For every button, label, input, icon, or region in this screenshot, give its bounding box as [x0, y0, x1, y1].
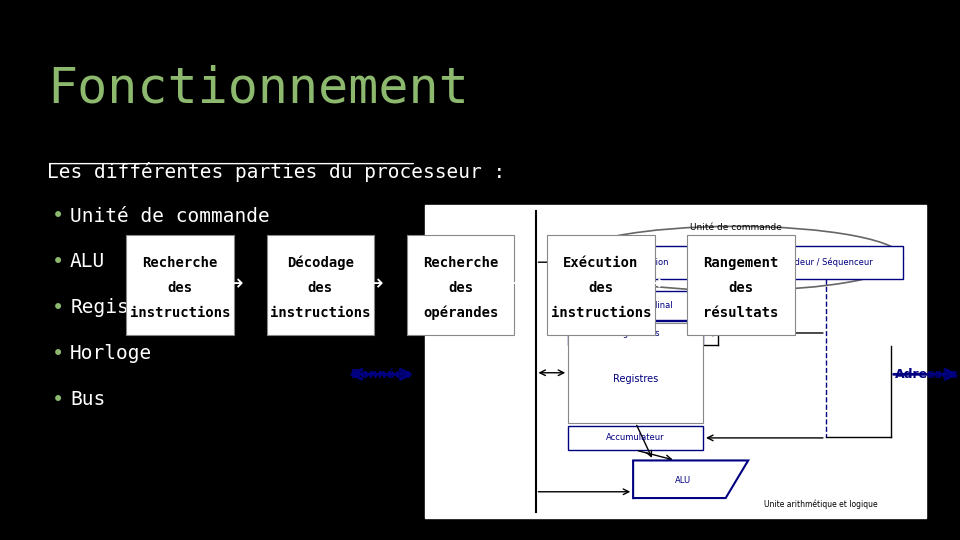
Text: Accumulateur: Accumulateur	[607, 434, 665, 442]
Text: instructions: instructions	[130, 306, 230, 320]
Text: Compteur ordinal: Compteur ordinal	[599, 301, 672, 310]
Text: Recherche: Recherche	[422, 256, 498, 270]
Text: Recherche: Recherche	[142, 256, 218, 270]
Text: instructions: instructions	[270, 306, 371, 320]
Text: →: →	[365, 274, 383, 295]
Text: Les différentes parties du processeur :: Les différentes parties du processeur :	[47, 162, 505, 182]
Text: Reg. Instruction: Reg. Instruction	[602, 258, 669, 267]
Text: Horloge: Horloge	[70, 344, 153, 363]
FancyBboxPatch shape	[127, 235, 234, 335]
Polygon shape	[634, 461, 748, 498]
Text: Unite arithmétique et logique: Unite arithmétique et logique	[764, 500, 877, 509]
Text: des: des	[167, 281, 193, 295]
Text: Registres: Registres	[70, 298, 176, 318]
FancyBboxPatch shape	[267, 235, 374, 335]
Text: →: →	[225, 274, 243, 295]
Text: ALU: ALU	[70, 252, 106, 272]
FancyBboxPatch shape	[568, 322, 703, 423]
Text: →: →	[645, 274, 664, 295]
Text: ALU: ALU	[675, 476, 691, 485]
Text: Adresses: Adresses	[895, 368, 958, 381]
Text: des: des	[729, 281, 754, 295]
Text: Rangement: Rangement	[704, 256, 779, 270]
Text: des: des	[588, 281, 613, 295]
Text: Décodage: Décodage	[287, 255, 354, 270]
FancyBboxPatch shape	[568, 246, 703, 279]
Text: des: des	[308, 281, 333, 295]
Text: instructions: instructions	[551, 306, 651, 320]
Text: Registres: Registres	[613, 374, 659, 384]
Text: •: •	[52, 252, 63, 272]
Ellipse shape	[568, 226, 903, 291]
Text: •: •	[52, 343, 63, 364]
FancyBboxPatch shape	[407, 235, 515, 335]
FancyBboxPatch shape	[547, 235, 655, 335]
FancyBboxPatch shape	[425, 205, 925, 518]
Text: Reg d'états: Reg d'états	[612, 328, 660, 338]
Text: →: →	[505, 274, 523, 295]
FancyBboxPatch shape	[687, 235, 795, 335]
Text: Fonctionnement: Fonctionnement	[47, 65, 468, 113]
Text: Bus: Bus	[70, 390, 106, 409]
FancyBboxPatch shape	[568, 321, 703, 345]
Text: Décodeur / Séquenceur: Décodeur / Séquenceur	[774, 258, 873, 267]
Text: •: •	[52, 298, 63, 318]
Text: •: •	[52, 389, 63, 410]
Text: résultats: résultats	[704, 306, 779, 320]
Text: •: •	[52, 206, 63, 226]
Text: des: des	[448, 281, 473, 295]
Text: Exécution: Exécution	[564, 256, 638, 270]
FancyBboxPatch shape	[741, 246, 903, 279]
Text: Unité de commande: Unité de commande	[689, 222, 781, 232]
FancyBboxPatch shape	[568, 426, 703, 450]
Text: opérandes: opérandes	[422, 306, 498, 320]
FancyBboxPatch shape	[568, 292, 703, 320]
Text: Données: Données	[351, 368, 412, 381]
Text: Unité de commande: Unité de commande	[70, 206, 270, 226]
